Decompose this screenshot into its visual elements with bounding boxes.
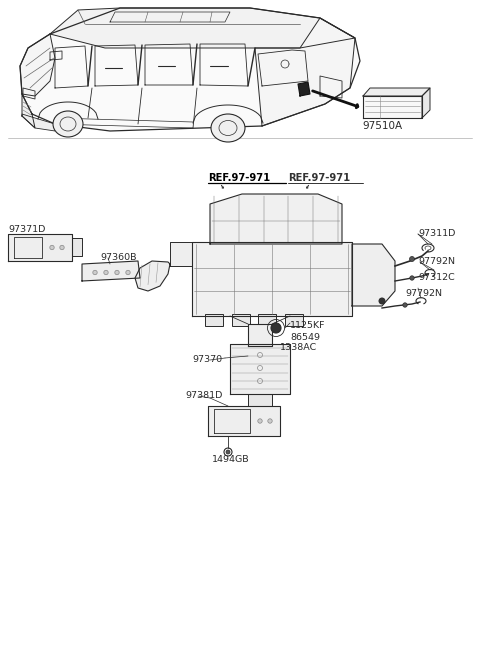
Circle shape (409, 256, 415, 262)
Polygon shape (20, 8, 360, 131)
Polygon shape (298, 82, 310, 96)
Bar (285, 314, 303, 326)
Polygon shape (192, 242, 352, 316)
Polygon shape (363, 88, 430, 96)
Polygon shape (170, 242, 192, 266)
Ellipse shape (53, 111, 83, 137)
Polygon shape (8, 234, 72, 261)
Circle shape (271, 323, 281, 333)
Circle shape (226, 450, 230, 454)
Text: 97792N: 97792N (418, 258, 455, 266)
Bar (205, 314, 223, 326)
Polygon shape (248, 394, 272, 406)
Text: 97370: 97370 (192, 356, 222, 365)
Text: 97792N: 97792N (405, 289, 442, 298)
Polygon shape (50, 8, 355, 48)
Text: 1494GB: 1494GB (212, 455, 250, 464)
Text: 97360B: 97360B (100, 253, 136, 262)
Circle shape (258, 419, 262, 423)
Circle shape (410, 276, 414, 280)
Polygon shape (208, 406, 280, 436)
Polygon shape (352, 244, 395, 306)
Circle shape (93, 270, 97, 275)
Bar (232, 314, 250, 326)
Text: 97510A: 97510A (362, 121, 402, 131)
Circle shape (60, 245, 64, 250)
Circle shape (268, 419, 272, 423)
Bar (258, 314, 276, 326)
Text: 97312C: 97312C (418, 274, 455, 283)
Polygon shape (363, 96, 422, 118)
Circle shape (104, 270, 108, 275)
Circle shape (126, 270, 130, 275)
Text: 97371D: 97371D (8, 226, 46, 234)
Circle shape (379, 298, 385, 304)
Text: REF.97-971: REF.97-971 (288, 173, 350, 183)
Circle shape (403, 303, 407, 307)
Ellipse shape (211, 114, 245, 142)
Text: 86549: 86549 (290, 333, 320, 342)
Circle shape (50, 245, 54, 250)
Polygon shape (248, 324, 272, 346)
Polygon shape (82, 261, 140, 281)
Text: REF.97-971: REF.97-971 (208, 173, 270, 183)
Polygon shape (210, 194, 342, 244)
Polygon shape (422, 88, 430, 118)
Polygon shape (255, 18, 355, 126)
Text: 1338AC: 1338AC (280, 344, 317, 352)
Polygon shape (22, 94, 35, 128)
Polygon shape (230, 344, 290, 394)
Text: 97381D: 97381D (185, 392, 222, 401)
Polygon shape (135, 261, 170, 291)
Polygon shape (22, 114, 55, 131)
Polygon shape (20, 34, 55, 96)
Text: 1125KF: 1125KF (290, 321, 325, 331)
Circle shape (115, 270, 119, 275)
Text: 97311D: 97311D (418, 230, 456, 239)
Polygon shape (72, 238, 82, 256)
